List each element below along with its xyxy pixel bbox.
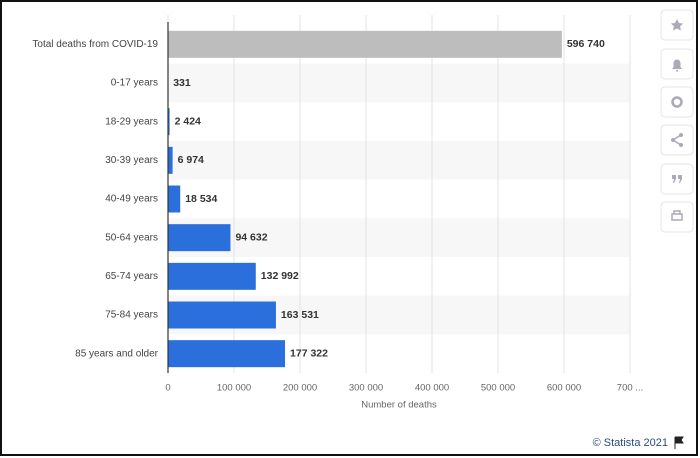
sidebar [660, 9, 694, 233]
value-label: 6 974 [178, 154, 204, 166]
y-tick-label: 50-64 years [105, 232, 158, 243]
row-band [168, 141, 630, 180]
y-tick-label: Total deaths from COVID-19 [32, 39, 158, 50]
bar [168, 262, 256, 290]
bar [168, 30, 562, 58]
x-axis-title: Number of deaths [361, 400, 437, 411]
x-tick-label: 300 000 [349, 383, 383, 394]
share-button[interactable] [660, 124, 694, 156]
x-tick-label: 700 ... [617, 383, 643, 394]
print-button[interactable] [660, 201, 694, 233]
x-tick-label: 200 000 [283, 383, 317, 394]
y-tick-label: 30-39 years [105, 155, 158, 166]
bar [168, 301, 276, 329]
value-label: 2 424 [175, 115, 201, 127]
y-tick-label: 18-29 years [105, 116, 158, 127]
x-tick-label: 600 000 [547, 383, 581, 394]
flag-icon[interactable] [674, 436, 684, 449]
y-tick-label: 40-49 years [105, 194, 158, 205]
value-label: 18 534 [185, 193, 217, 205]
value-label: 596 740 [567, 38, 605, 50]
x-tick-label: 500 000 [481, 383, 515, 394]
settings-button[interactable] [660, 86, 694, 118]
bell-button[interactable] [660, 48, 694, 80]
bar [168, 185, 181, 213]
value-label: 331 [173, 77, 191, 89]
value-label: 94 632 [235, 231, 267, 243]
row-band [168, 63, 630, 103]
row-band [168, 218, 630, 257]
y-tick-label: 85 years and older [75, 348, 159, 359]
value-label: 132 992 [261, 270, 299, 282]
bar [168, 108, 170, 136]
star-button[interactable] [660, 9, 694, 41]
y-tick-label: 0-17 years [111, 78, 158, 89]
bar [168, 340, 286, 368]
y-tick-label: 65-74 years [105, 271, 158, 282]
value-label: 163 531 [281, 309, 319, 321]
bar [168, 224, 231, 252]
x-tick-label: 100 000 [217, 383, 251, 394]
bar [168, 146, 173, 174]
x-tick-label: 400 000 [415, 383, 449, 394]
value-label: 177 322 [290, 347, 328, 359]
x-tick-label: 0 [165, 383, 170, 394]
cite-button[interactable] [660, 163, 694, 195]
y-tick-label: 75-84 years [105, 310, 158, 321]
source: © Statista 2021 [593, 437, 668, 449]
